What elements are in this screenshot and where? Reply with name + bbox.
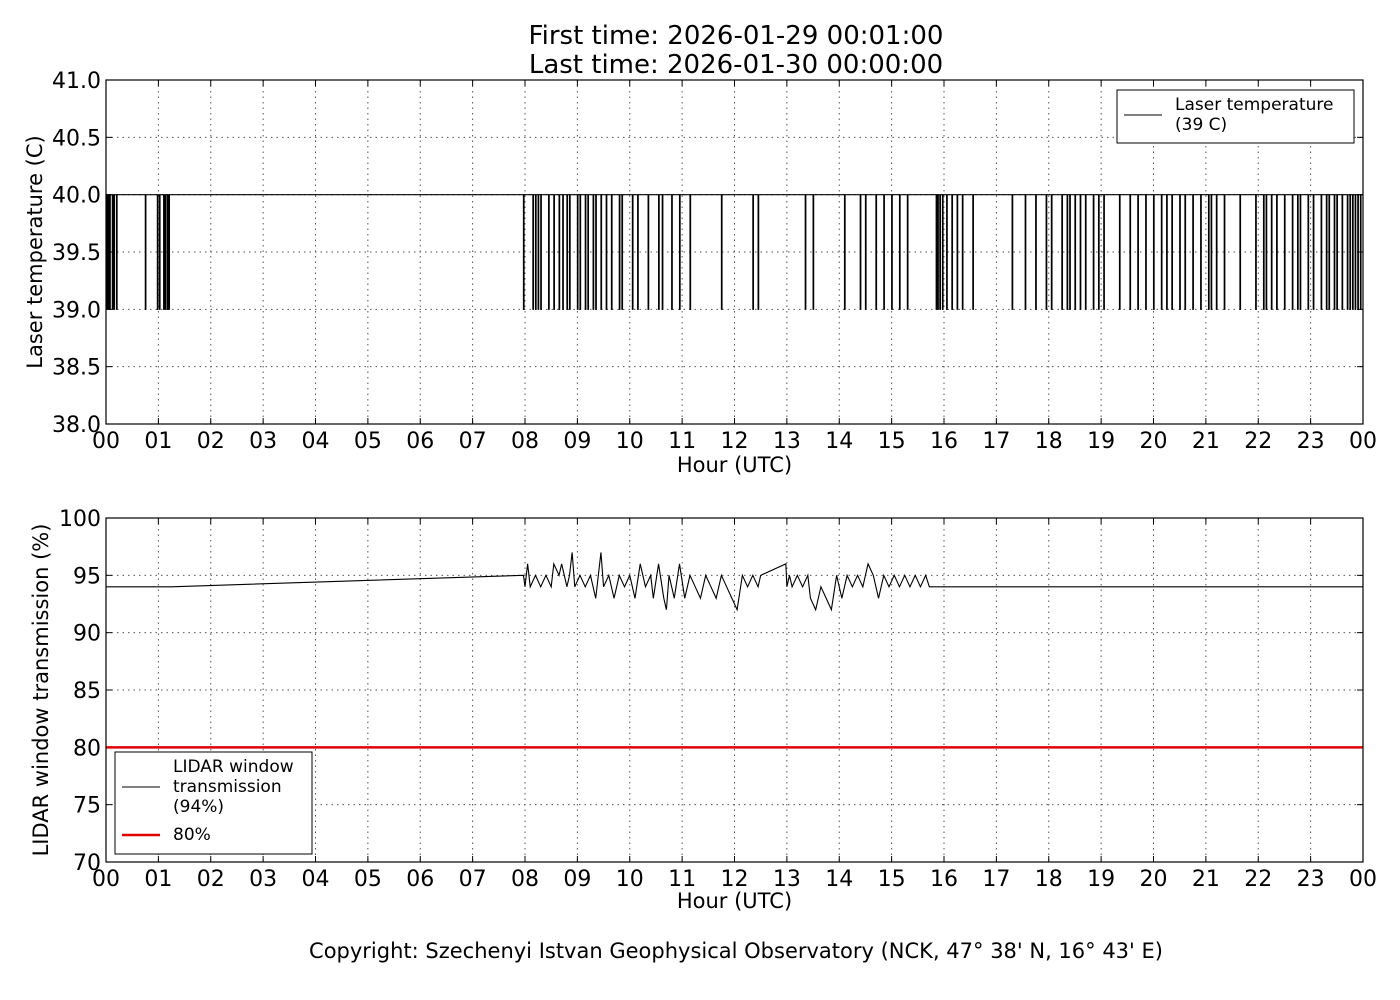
lidar-transmission-x-tick-label: 09 xyxy=(563,867,591,892)
laser-temp-axes-frame xyxy=(105,79,1364,425)
laser-temp-x-tick-label: 20 xyxy=(1140,429,1168,454)
laser-temp-x-tick-label: 23 xyxy=(1297,429,1325,454)
laser-temp-x-tick-label: 00 xyxy=(1349,429,1377,454)
lidar-transmission-x-tick-label: 08 xyxy=(511,867,539,892)
lidar-transmission-x-axis-label: Hour (UTC) xyxy=(677,889,792,913)
laser-temp-x-axis-label: Hour (UTC) xyxy=(677,453,792,477)
laser-temp-x-tick-label: 11 xyxy=(668,429,696,454)
lidar-transmission-legend-label: LIDAR window transmission (94%) xyxy=(173,757,294,817)
laser-temp-x-tick-label: 19 xyxy=(1087,429,1115,454)
lidar-transmission-x-tick-label: 07 xyxy=(459,867,487,892)
laser-temp-x-tick-label: 09 xyxy=(563,429,591,454)
laser-temp-x-tick-label: 15 xyxy=(878,429,906,454)
laser-temp-x-tick-label: 14 xyxy=(825,429,853,454)
lidar-transmission-x-tick-label: 00 xyxy=(1349,867,1377,892)
laser-temp-y-tick-label: 39.0 xyxy=(52,298,101,323)
lidar-transmission-legend-label-line: transmission xyxy=(173,777,282,797)
lidar-transmission-x-tick-label: 16 xyxy=(930,867,958,892)
laser-temp-x-tick-label: 16 xyxy=(930,429,958,454)
laser-temp-legend: Laser temperature (39 C) xyxy=(1116,89,1355,144)
laser-temp-x-tick-label: 18 xyxy=(1035,429,1063,454)
laser-temp-y-tick-label: 40.5 xyxy=(52,126,101,151)
lidar-transmission-x-tick-label: 14 xyxy=(825,867,853,892)
lidar-transmission-x-tick-label: 06 xyxy=(406,867,434,892)
lidar-transmission-y-tick-label: 90 xyxy=(73,622,101,647)
lidar-transmission-x-tick-label: 19 xyxy=(1087,867,1115,892)
laser-temp-x-tick-label: 07 xyxy=(459,429,487,454)
lidar-transmission-y-tick-label: 75 xyxy=(73,794,101,819)
lidar-transmission-x-tick-label: 18 xyxy=(1035,867,1063,892)
lidar-transmission-x-tick-label: 21 xyxy=(1192,867,1220,892)
lidar-transmission-x-tick-label: 04 xyxy=(302,867,330,892)
laser-temp-x-tick-label: 00 xyxy=(92,429,120,454)
lidar-transmission-legend-label-line: 80% xyxy=(173,825,211,845)
laser-temp-x-tick-label: 02 xyxy=(197,429,225,454)
lidar-transmission-x-tick-label: 11 xyxy=(668,867,696,892)
laser-temp-legend-label: Laser temperature (39 C) xyxy=(1175,95,1333,135)
lidar-transmission-series-line-main xyxy=(106,552,1363,612)
laser-temp-y-tick-label: 40.0 xyxy=(52,184,101,209)
lidar-transmission-y-tick-label: 100 xyxy=(59,507,101,532)
lidar-transmission-x-tick-label: 22 xyxy=(1244,867,1272,892)
laser-temp-y-tick-label: 38.0 xyxy=(52,413,101,438)
laser-temp-series-line-main xyxy=(106,194,1363,310)
lidar-transmission-panel: 00 01 02 03 04 05 06 07 08 09 10 11 12 13 14 15 16 17 18 19… xyxy=(29,507,1377,913)
laser-temp-x-tick-label: 01 xyxy=(144,429,172,454)
lidar-transmission-x-tick-label: 15 xyxy=(878,867,906,892)
chart-title-first-time: First time: 2026-01-29 00:01:00 xyxy=(529,21,944,51)
laser-temp-legend-box xyxy=(1116,89,1355,144)
laser-temp-x-tick-label: 22 xyxy=(1244,429,1272,454)
laser-temp-y-tick-label: 38.5 xyxy=(52,356,101,381)
lidar-transmission-legend-label-line: LIDAR window xyxy=(173,757,294,777)
lidar-transmission-y-axis-label: LIDAR window transmission (%) xyxy=(29,524,53,857)
copyright-text: Copyright: Szechenyi Istvan Geophysical … xyxy=(309,939,1163,963)
lidar-transmission-axes-frame xyxy=(105,517,1364,863)
laser-temp-x-tick-label: 05 xyxy=(354,429,382,454)
laser-temp-legend-label-line: (39 C) xyxy=(1175,115,1227,135)
laser-temp-x-tick-label: 08 xyxy=(511,429,539,454)
lidar-transmission-y-tick-label: 85 xyxy=(73,679,101,704)
laser-temp-x-tick-label: 10 xyxy=(616,429,644,454)
laser-temp-x-tick-label: 06 xyxy=(406,429,434,454)
lidar-transmission-legend-label-line: (94%) xyxy=(173,797,224,817)
lidar-transmission-x-tick-label: 05 xyxy=(354,867,382,892)
laser-temp-x-tick-label: 03 xyxy=(249,429,277,454)
chart-title-last-time: Last time: 2026-01-30 00:00:00 xyxy=(529,50,943,80)
lidar-transmission-x-tick-label: 17 xyxy=(982,867,1010,892)
lidar-transmission-x-tick-label: 00 xyxy=(92,867,120,892)
lidar-transmission-legend: LIDAR window transmission (94%) 80% xyxy=(114,751,313,855)
lidar-transmission-x-tick-label: 13 xyxy=(773,867,801,892)
lidar-transmission-x-tick-label: 02 xyxy=(197,867,225,892)
laser-temp-legend-label-line: Laser temperature xyxy=(1175,95,1333,115)
lidar-transmission-legend-label: 80% xyxy=(173,825,211,845)
laser-temp-x-tick-label: 12 xyxy=(721,429,749,454)
laser-temp-y-axis-label: Laser temperature (C) xyxy=(23,135,47,368)
lidar-transmission-x-tick-label: 01 xyxy=(144,867,172,892)
laser-temp-x-tick-label: 13 xyxy=(773,429,801,454)
lidar-transmission-x-tick-label: 10 xyxy=(616,867,644,892)
lidar-transmission-x-tick-label: 12 xyxy=(721,867,749,892)
lidar-transmission-x-tick-label: 20 xyxy=(1140,867,1168,892)
laser-temp-y-tick-label: 41.0 xyxy=(52,69,101,94)
lidar-transmission-y-tick-label: 70 xyxy=(73,851,101,876)
lidar-transmission-y-tick-label: 80 xyxy=(73,736,101,761)
laser-temp-x-tick-label: 17 xyxy=(982,429,1010,454)
lidar-transmission-y-tick-label: 95 xyxy=(73,564,101,589)
lidar-transmission-x-tick-label: 23 xyxy=(1297,867,1325,892)
laser-temp-x-tick-label: 04 xyxy=(302,429,330,454)
laser-temp-y-tick-label: 39.5 xyxy=(52,241,101,266)
lidar-transmission-legend-box xyxy=(114,751,313,855)
laser-temp-x-tick-label: 21 xyxy=(1192,429,1220,454)
lidar-transmission-x-tick-label: 03 xyxy=(249,867,277,892)
laser-temperature-panel: 00 01 02 03 04 05 06 07 08 09 10 11 12 13 14 15 16 17 18 19… xyxy=(23,69,1377,477)
